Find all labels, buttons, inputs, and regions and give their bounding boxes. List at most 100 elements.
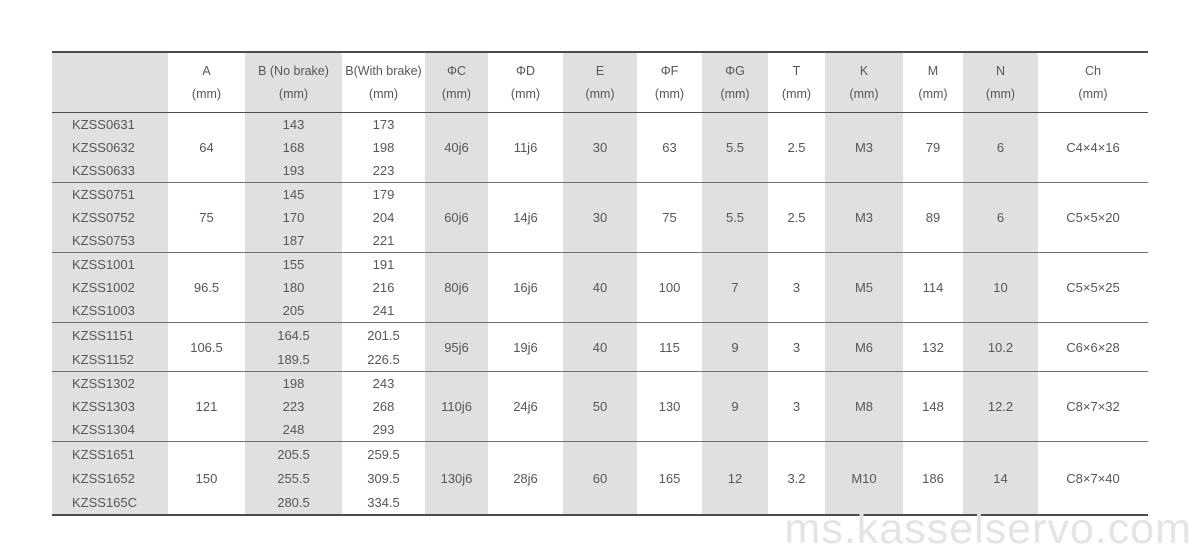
table-row: KZSS1002 180 216 [52,276,1148,299]
value-cell-k: M5 [825,252,903,323]
value-cell-n: 12.2 [963,371,1038,442]
table-row: KZSS1001 96.5 155 191 80j6 16j6 40 100 7… [52,252,1148,323]
value-cell-t: 2.5 [787,140,806,155]
value-cell-a: 121 [195,399,218,414]
value-cell-ch: C8×7×32 [1066,399,1120,414]
model-cell: KZSS1152 [52,347,168,372]
value-cell-b-no-brake: 164.5 [245,322,342,347]
value-cell-m: 89 [925,210,941,225]
value-cell-phi-g: 5.5 [702,182,768,253]
table-row: KZSS1151 106.5 164.5 201.5 95j6 19j6 40 … [52,322,1148,372]
value-cell-a: 75 [199,210,214,225]
value-cell-e: 40 [563,252,637,323]
col-header-b-no-brake: B (No brake) (mm) [245,52,342,113]
value-cell-b-no-brake: 255.5 [245,466,342,490]
value-cell-phi-d: 11j6 [513,140,538,155]
value-cell-b-no-brake: 155 [245,252,342,276]
value-cell-m: 148 [922,399,944,414]
value-cell-b-no-brake: 198 [245,371,342,395]
value-cell-b-with-brake: 259.5 [367,446,400,462]
value-cell-m: 132 [922,339,944,355]
table-row: KZSS1304 248 293 [52,418,1148,442]
value-cell-ch: C8×7×40 [1066,470,1120,486]
value-cell-e: 30 [563,182,637,253]
table-row: KZSS0632 168 198 [52,136,1148,159]
value-cell-n: 6 [963,182,1038,253]
value-cell-b-no-brake: 205.5 [245,441,342,466]
model-cell: KZSS0753 [52,229,168,253]
table-row: KZSS1651 150 205.5 259.5 130j6 28j6 60 1… [52,441,1148,515]
value-cell-e: 50 [563,371,637,442]
value-cell-a: 106.5 [190,339,223,355]
value-cell-b-with-brake: 179 [372,187,395,202]
col-header-k: K (mm) [825,52,903,113]
value-cell-b-no-brake: 170 [245,206,342,229]
model-cell: KZSS1302 [52,371,168,395]
value-cell-phi-f: 165 [658,470,681,486]
table-row: KZSS1303 223 268 [52,395,1148,418]
value-cell-b-no-brake: 223 [245,395,342,418]
value-cell-b-no-brake: 248 [245,418,342,442]
value-cell-phi-c: 130j6 [425,441,488,515]
value-cell-b-no-brake: 143 [245,112,342,136]
model-cell: KZSS1151 [52,322,168,347]
value-cell-k: M6 [825,322,903,372]
model-cell: KZSS1003 [52,299,168,323]
watermark-text: ms.kasselservo.com [784,505,1192,553]
value-cell-n: 10.2 [963,322,1038,372]
value-cell-e: 30 [563,112,637,183]
header-row: A (mm) B (No brake) (mm) B(With brake) (mm)… [52,52,1148,113]
value-cell-b-with-brake: 309.5 [367,470,400,486]
value-cell-phi-f: 75 [662,210,677,225]
model-group-kzss063: KZSS0631 64 143 173 40j6 11j6 30 63 5.5 … [52,112,1148,183]
value-cell-b-no-brake: 205 [245,299,342,323]
value-cell-phi-f: 63 [662,140,677,155]
value-cell-phi-d: 16j6 [513,280,538,295]
value-cell-a: 64 [199,140,214,155]
col-header-ch: Ch (mm) [1078,64,1108,101]
value-cell-t: 2.5 [787,210,806,225]
value-cell-phi-f: 130 [658,399,681,414]
value-cell-b-no-brake: 187 [245,229,342,253]
model-cell: KZSS0632 [52,136,168,159]
value-cell-t: 3 [792,339,801,355]
table-row: KZSS1152 189.5 226.5 [52,347,1148,372]
model-cell: KZSS1651 [52,441,168,466]
value-cell-n: 6 [963,112,1038,183]
value-cell-phi-g: 5.5 [702,112,768,183]
value-cell-k: M3 [825,112,903,183]
value-cell-t: 3 [792,399,801,414]
value-cell-b-with-brake: 216 [372,280,395,295]
value-cell-b-no-brake: 193 [245,159,342,183]
value-cell-b-with-brake: 243 [372,376,395,391]
value-cell-e: 60 [563,441,637,515]
value-cell-b-with-brake: 226.5 [367,351,400,367]
col-header-phi-f: ΦF (mm) [654,64,685,101]
value-cell-phi-g: 7 [702,252,768,323]
value-cell-b-with-brake: 293 [372,422,395,437]
value-cell-b-no-brake: 145 [245,182,342,206]
value-cell-m: 114 [922,280,944,295]
model-group-kzss075: KZSS0751 75 145 179 60j6 14j6 30 75 5.5 … [52,182,1148,253]
value-cell-phi-c: 110j6 [425,371,488,442]
model-cell: KZSS1304 [52,418,168,442]
value-cell-b-with-brake: 223 [372,163,395,178]
value-cell-b-no-brake: 189.5 [245,347,342,372]
model-cell: KZSS1001 [52,252,168,276]
value-cell-m: 186 [922,470,944,486]
model-cell: KZSS1303 [52,395,168,418]
col-header-phi-d: ΦD (mm) [510,64,541,101]
table-row: KZSS0752 170 204 [52,206,1148,229]
value-cell-phi-g: 9 [702,322,768,372]
value-cell-phi-d: 24j6 [513,399,538,414]
model-group-kzss100: KZSS1001 96.5 155 191 80j6 16j6 40 100 7… [52,252,1148,323]
table-row: KZSS1003 205 241 [52,299,1148,323]
col-header-phi-c: ΦC (mm) [425,52,488,113]
col-header-t: T (mm) [781,64,812,101]
model-cell: KZSS0752 [52,206,168,229]
model-cell: KZSS1002 [52,276,168,299]
value-cell-b-with-brake: 191 [372,257,395,272]
model-cell: KZSS0631 [52,112,168,136]
value-cell-b-no-brake: 168 [245,136,342,159]
